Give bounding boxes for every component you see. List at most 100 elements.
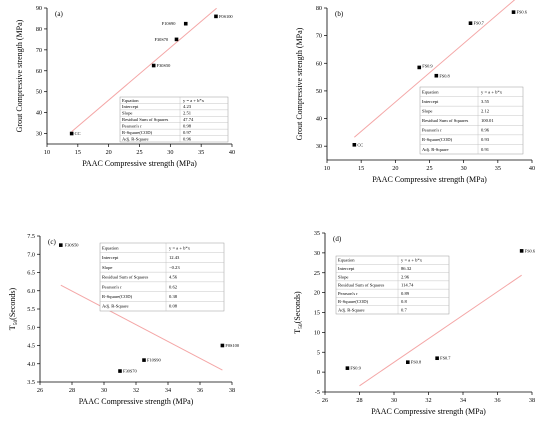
panel-label: (a)	[55, 10, 63, 18]
stats-table-value: 4.56	[169, 275, 178, 280]
y-tick-label: 0	[317, 369, 320, 376]
x-tick-label: 32	[425, 397, 431, 404]
stats-table-value: 0.96	[481, 128, 490, 133]
stats-table-key: Slope	[422, 109, 432, 114]
regression-stats-table: Equation y = a + b*x Intercept 86.32 Slope 2.…	[335, 255, 450, 315]
x-tick-label: 15	[75, 149, 81, 156]
y-tick-label: -5	[315, 389, 320, 396]
data-point	[406, 360, 410, 364]
data-point	[519, 249, 524, 253]
stats-table-key: Adj. R-Square	[122, 136, 149, 141]
y-tick-label: 80	[316, 5, 322, 12]
y-axis-title-unit: (Seconds)	[8, 287, 17, 319]
stats-table-key: Intercept	[422, 99, 439, 104]
data-point	[435, 356, 439, 361]
stats-table-value: 0.7	[401, 307, 407, 312]
data-point	[417, 65, 422, 70]
data-point-label: F10S90	[147, 358, 161, 363]
data-point	[59, 243, 63, 247]
stats-table-value: 0.91	[481, 147, 490, 152]
x-tick-label: 30	[391, 397, 397, 404]
data-point-label: CC	[357, 142, 363, 147]
stats-table-key: Adj. R-Square	[422, 147, 449, 152]
data-point-label: FS0.6	[517, 10, 528, 15]
x-tick-label: 40	[529, 165, 535, 172]
stats-table-value: −0.23	[169, 265, 180, 270]
stats-table-value: 3.55	[481, 99, 490, 104]
stats-table-key: Equation	[102, 245, 119, 250]
chart-panel-b: 10 15 20 25 30 35 40 30 40 50 60 70 80 (b) PAAC Compre…	[295, 0, 535, 184]
x-tick-label: 36	[197, 387, 203, 394]
data-point-label: F10S90	[162, 21, 176, 26]
y-axis-title-main: T	[293, 329, 302, 334]
stats-table-key: Slope	[102, 265, 112, 270]
stats-table-value: 86.32	[401, 266, 412, 271]
panel-label: (b)	[335, 10, 344, 18]
x-tick-label: 38	[529, 397, 535, 404]
stats-table-key: R-Square(COD)	[338, 299, 369, 304]
x-tick-label: 28	[69, 387, 75, 394]
stats-table-value: y = a + b*x	[401, 258, 423, 263]
fit-line	[359, 274, 522, 387]
y-tick-label: 6.5	[27, 270, 35, 277]
x-tick-label: 30	[167, 149, 173, 156]
data-point-label: FS0.9	[422, 63, 433, 68]
data-point	[118, 369, 122, 373]
stats-table-key: Pearson's r	[102, 284, 122, 289]
data-point-label: FS0.7	[474, 21, 485, 26]
stats-table-key: R-Square(COD)	[102, 294, 133, 299]
y-axis-title-main: T	[8, 325, 17, 330]
x-tick-label: 20	[106, 149, 112, 156]
x-axis-title: PAAC Compressive strength (MPa)	[372, 175, 487, 184]
stats-table-key: Adj. R-Square	[338, 307, 365, 312]
stats-table-value: 0.62	[169, 284, 178, 289]
y-axis-title-subscript: 50	[298, 323, 304, 329]
y-tick-label: 60	[36, 68, 42, 75]
stats-table-value: y = a + b*x	[481, 89, 503, 94]
x-axis-title: PAAC Compressive strength (MPa)	[79, 397, 194, 406]
y-axis-title: Grout Compressive strength (MPa)	[295, 27, 304, 140]
x-tick-label: 26	[37, 387, 43, 394]
data-point	[69, 131, 74, 136]
x-tick-label: 20	[392, 165, 398, 172]
stats-table-key: Intercept	[338, 266, 355, 271]
y-tick-label: 7.5	[27, 233, 35, 240]
chart-panel-d: 26 28 30 32 34 36 38 -5 0 5 10 15 20 25 30 35 (d) PAAC Co…	[293, 230, 536, 416]
stats-table-key: Equation	[338, 258, 355, 263]
stats-table-key: Slope	[338, 274, 348, 279]
y-tick-label: 50	[36, 89, 42, 96]
data-point-label: FS0.8	[411, 360, 422, 365]
stats-table-frame	[335, 255, 450, 315]
fit-line	[60, 284, 223, 371]
y-tick-label: 5	[317, 349, 320, 356]
data-point-label: F30S50	[65, 243, 79, 248]
x-tick-label: 10	[324, 165, 330, 172]
chart-panel-a: 10 15 20 25 30 35 40 30 40 50 60 70 80 90 (a) PAAC Comp…	[15, 5, 235, 168]
data-point-label: CC	[75, 131, 81, 136]
x-tick-label: 25	[136, 149, 142, 156]
stats-table-key: Adj. R-Square	[102, 304, 129, 309]
y-tick-label: 4.0	[27, 361, 35, 368]
stats-table-value: y = a + b*x	[183, 98, 205, 103]
y-tick-label: 40	[316, 116, 322, 123]
data-point	[434, 73, 439, 78]
stats-table-value: 100.01	[481, 118, 494, 123]
stats-table-value: 0.98	[183, 124, 192, 129]
x-tick-label: 30	[101, 387, 107, 394]
stats-table-value: 0.96	[183, 136, 192, 141]
stats-table-value: 114.74	[401, 283, 414, 288]
x-tick-label: 36	[494, 397, 500, 404]
stats-table-key: R-Square(COD)	[422, 137, 453, 142]
stats-table-value: 0.93	[481, 137, 490, 142]
stats-table-value: 12.43	[169, 255, 180, 260]
x-tick-label: 34	[165, 387, 171, 394]
regression-stats-table: Equation y = a + b*x Intercept 12.43 Slope −0…	[99, 242, 225, 312]
stats-table-frame	[99, 242, 225, 312]
y-axis-title: T50(Seconds)	[8, 287, 19, 330]
stats-table-value: 2.96	[401, 274, 410, 279]
stats-table-key: Residual Sum of Squares	[422, 118, 469, 123]
data-point	[151, 63, 156, 68]
fit-line	[71, 7, 217, 133]
y-axis-title: T50(Seconds)	[293, 291, 304, 334]
